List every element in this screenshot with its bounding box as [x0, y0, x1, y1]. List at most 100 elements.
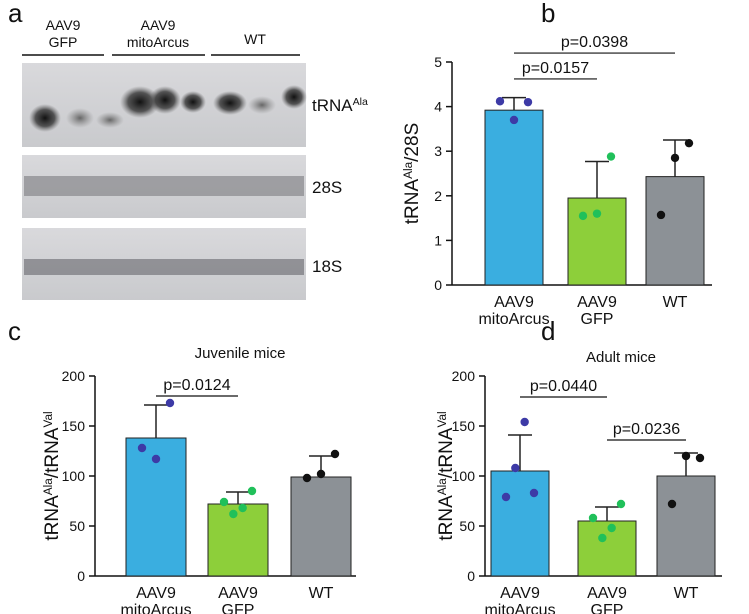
data-point [598, 533, 607, 543]
category-label: AAV9 GFP [46, 17, 81, 50]
category-label: AAV9 GFP [577, 294, 617, 328]
text-part: Val [42, 411, 55, 427]
data-point [616, 499, 626, 509]
p-value: p=0.0398 [561, 34, 628, 51]
text-part: tRNA [312, 96, 353, 115]
chart-title: Adult mice [586, 349, 656, 366]
data-point [681, 451, 691, 461]
text-part: tRNA [402, 179, 423, 225]
row-label: 28S [312, 178, 342, 197]
band [66, 108, 94, 128]
data-point [495, 97, 505, 106]
data-point [330, 449, 340, 459]
data-point [667, 499, 677, 509]
data-point [137, 443, 147, 453]
p-value: p=0.0157 [522, 60, 589, 77]
band [281, 85, 307, 109]
text-part: /28S [402, 123, 423, 162]
data-point [656, 210, 666, 220]
y-tick-label: 3 [434, 143, 442, 159]
data-point [219, 497, 229, 507]
category-label: AAV9 mitoArcus [478, 294, 549, 328]
data-point [501, 492, 511, 502]
category-label: AAV9 mitoArcus [484, 585, 555, 614]
data-point [151, 454, 161, 464]
bar [656, 475, 716, 577]
data-point [592, 209, 602, 218]
category-label: AAV9 GFP [218, 585, 258, 614]
data-point [529, 488, 539, 498]
data-point [238, 503, 247, 513]
y-tick-label: 2 [434, 188, 442, 204]
data-point [578, 211, 588, 221]
text-part: tRNA [436, 495, 457, 541]
panel-letter: c [8, 316, 21, 346]
y-tick-label: 100 [62, 468, 86, 484]
bar [207, 503, 269, 577]
y-tick-label: 50 [459, 518, 475, 534]
text-part: 18S [312, 257, 342, 276]
bar [484, 109, 544, 286]
y-axis-label: tRNAAla/tRNAVal [436, 411, 458, 540]
text-part: Ala [42, 478, 55, 495]
data-point [302, 473, 312, 483]
data-point [511, 463, 520, 473]
text-part: 28S [312, 178, 342, 197]
text-part: Val [436, 411, 449, 427]
y-tick-label: 0 [467, 568, 475, 584]
panel-letter: a [8, 0, 23, 28]
panel-letter: b [541, 0, 555, 28]
text-part: Ala [436, 478, 449, 495]
y-tick-label: 200 [62, 368, 86, 384]
y-tick-label: 0 [434, 277, 442, 293]
row-label: 18S [312, 257, 342, 276]
data-point [588, 513, 598, 523]
y-tick-label: 1 [434, 232, 442, 248]
data-point [684, 138, 694, 148]
category-label: AAV9 mitoArcus [127, 17, 189, 50]
band [180, 91, 206, 113]
y-tick-label: 200 [452, 368, 476, 384]
band [24, 259, 304, 275]
text-part: /tRNA [436, 427, 457, 478]
p-value: p=0.0440 [530, 378, 597, 395]
text-part: Ala [353, 96, 368, 108]
y-tick-label: 4 [434, 99, 442, 115]
band [213, 91, 247, 115]
category-label: WT [309, 585, 334, 602]
category-label: WT [674, 585, 699, 602]
category-label: WT [244, 31, 266, 47]
y-tick-label: 100 [452, 468, 476, 484]
band [120, 86, 160, 118]
p-value: p=0.0236 [613, 421, 680, 438]
band [248, 96, 276, 114]
bar [577, 520, 637, 577]
category-label: WT [663, 294, 688, 311]
data-point [523, 97, 533, 107]
data-point [509, 115, 519, 125]
y-axis-label: tRNAAla/tRNAVal [42, 411, 64, 540]
data-point [607, 523, 616, 533]
y-tick-label: 150 [62, 418, 86, 434]
data-point [520, 417, 529, 427]
band [96, 112, 124, 128]
row-label: tRNAAla [312, 96, 368, 115]
data-point [165, 398, 175, 408]
text-part: tRNA [42, 495, 63, 541]
text-part: Ala [402, 161, 415, 178]
y-tick-label: 0 [77, 568, 85, 584]
data-point [670, 153, 680, 163]
text-part: /tRNA [42, 427, 63, 478]
category-label: AAV9 GFP [587, 585, 627, 614]
y-tick-label: 5 [434, 54, 442, 70]
data-point [316, 469, 326, 479]
band [29, 104, 61, 132]
data-point [229, 509, 238, 519]
bar [290, 476, 352, 577]
panel-letter: d [541, 316, 555, 346]
y-tick-label: 150 [452, 418, 476, 434]
data-point [247, 486, 257, 496]
data-point [695, 453, 705, 463]
bar [490, 470, 550, 577]
